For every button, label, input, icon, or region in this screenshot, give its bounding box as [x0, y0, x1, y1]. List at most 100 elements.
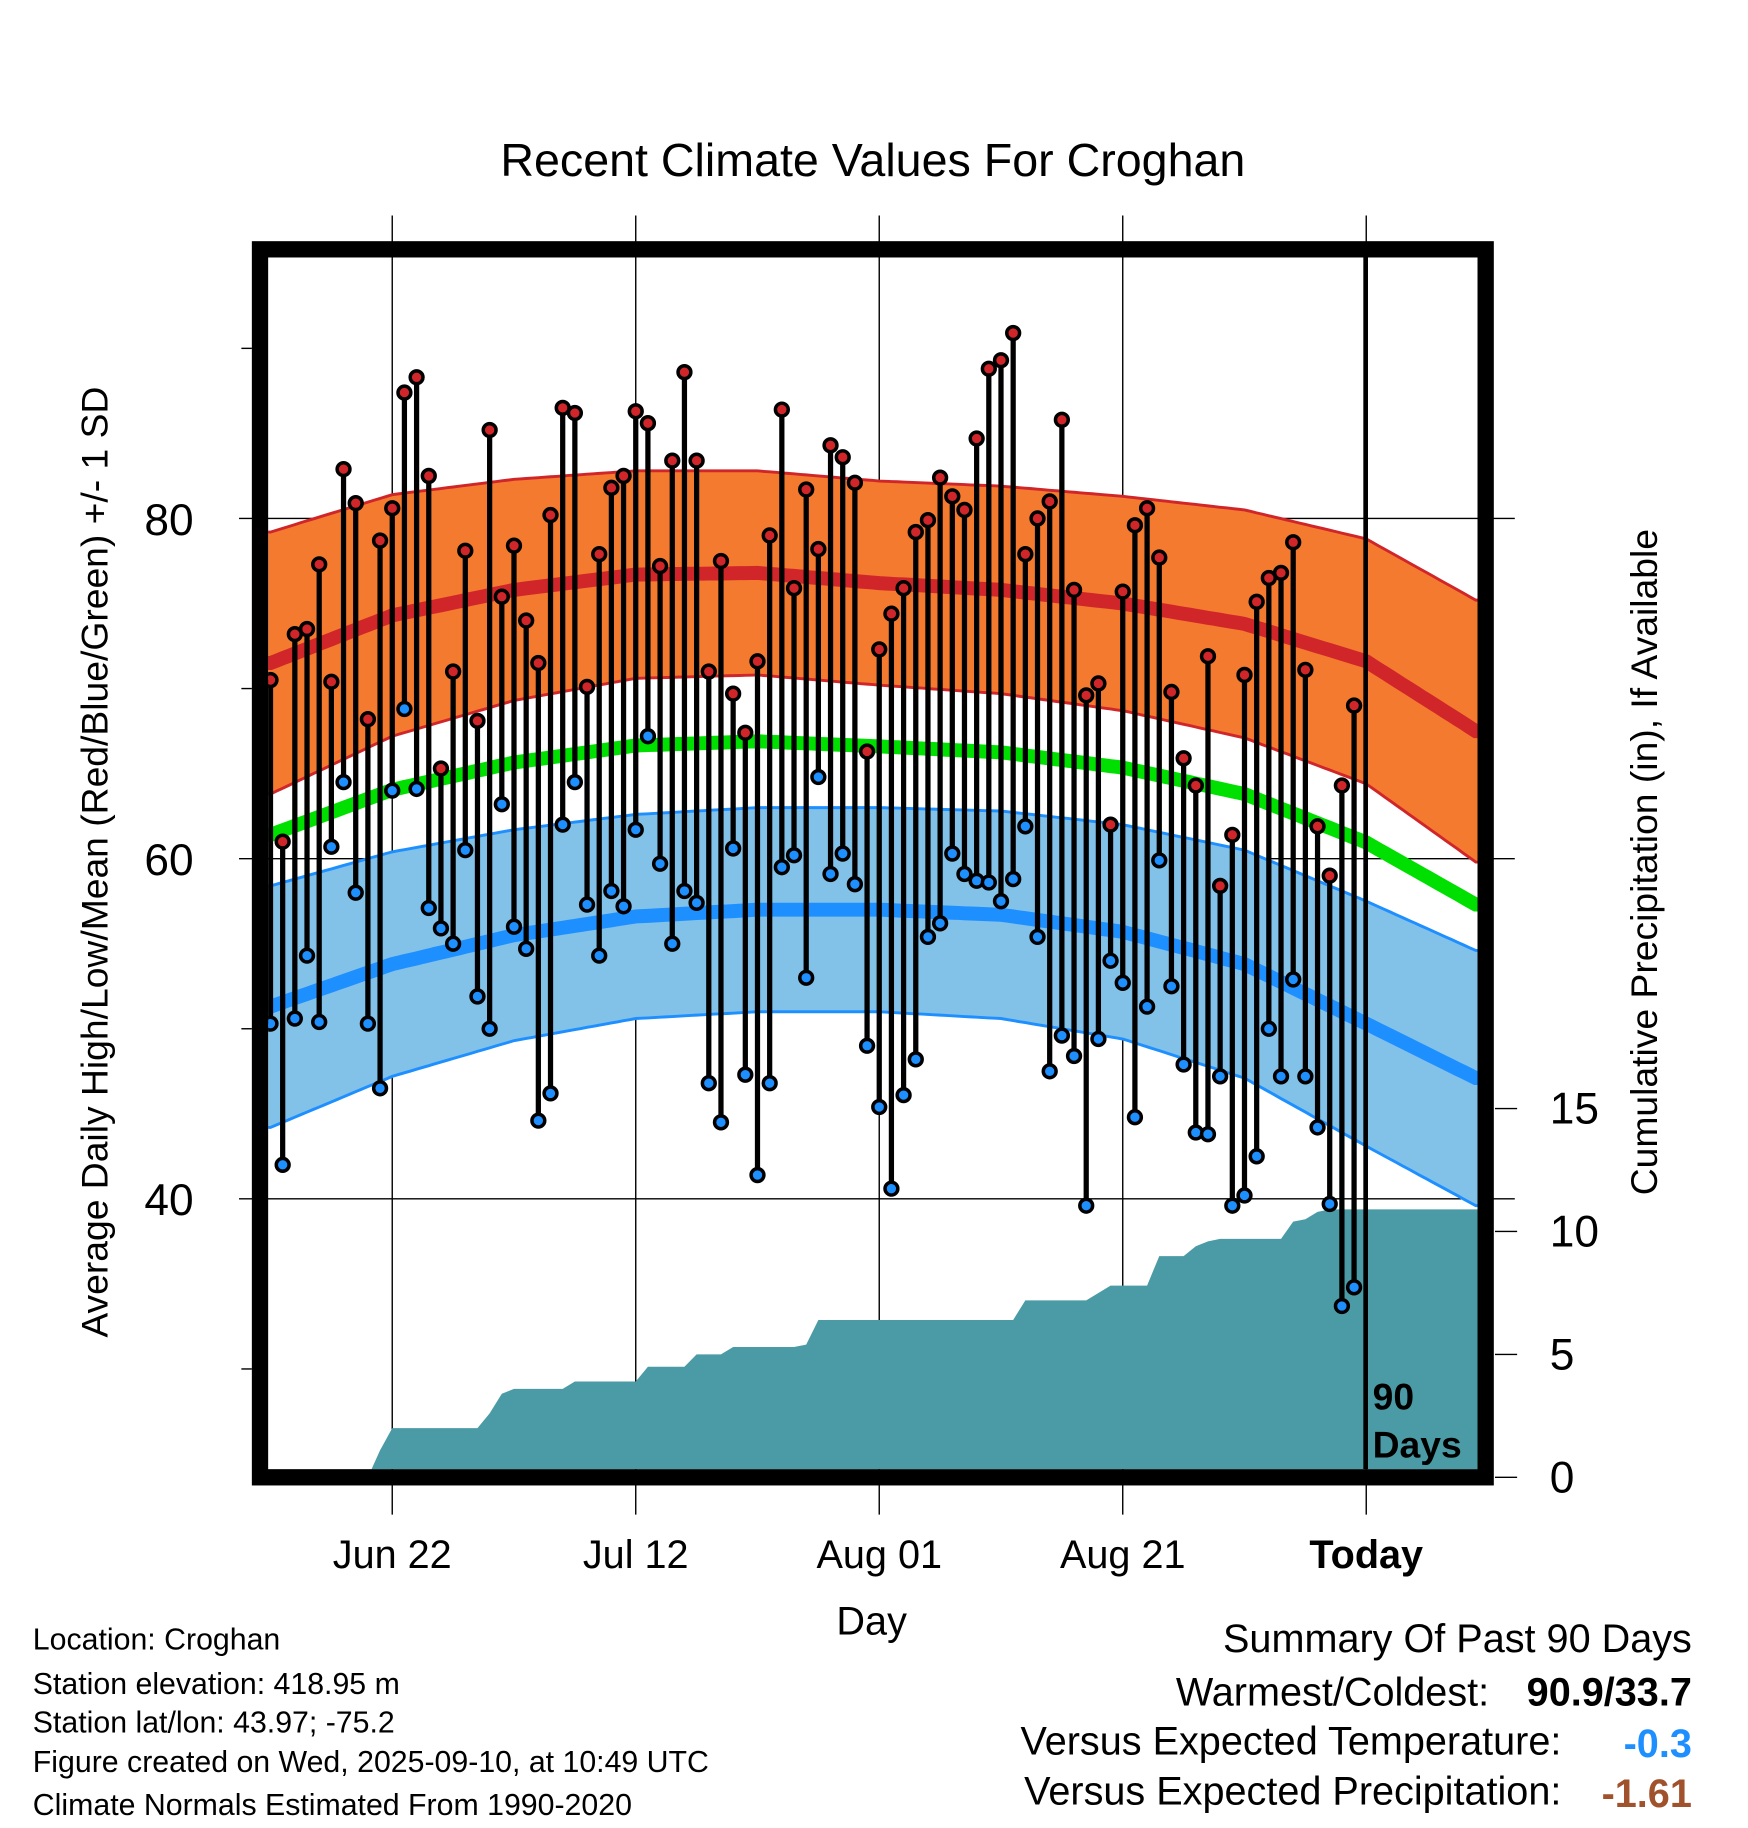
low-point	[1199, 1126, 1217, 1143]
high-point	[700, 663, 717, 680]
low-point	[481, 1020, 498, 1037]
high-point	[420, 467, 437, 485]
x-tick-labels: Jun 22 Jul 12 Aug 01 Aug 21 Today	[333, 1533, 1423, 1577]
summary-panel: Summary Of Past 90 Days Warmest/Coldest:…	[1020, 1617, 1691, 1816]
x-tick-label: Aug 01	[816, 1533, 942, 1577]
low-point	[664, 935, 681, 952]
low-point	[919, 928, 937, 946]
high-point	[810, 540, 827, 558]
low-point	[798, 969, 815, 986]
low-point	[1236, 1187, 1253, 1204]
high-point	[737, 724, 754, 741]
low-point	[688, 894, 705, 912]
high-point	[615, 467, 632, 485]
low-point	[444, 935, 462, 952]
low-point	[396, 700, 413, 718]
high-point	[1090, 675, 1107, 692]
low-point	[505, 918, 523, 935]
info-normals: Climate Normals Estimated From 1990-2020	[33, 1789, 632, 1822]
low-point	[822, 865, 839, 883]
low-point	[1248, 1148, 1265, 1165]
high-point	[1114, 583, 1131, 600]
low-point	[1321, 1195, 1338, 1213]
high-point	[1248, 593, 1265, 610]
high-point	[323, 673, 340, 690]
y2-tick-label: 5	[1550, 1331, 1575, 1380]
low-lower-edge	[268, 1010, 1478, 1208]
high-point	[1236, 666, 1253, 684]
high-point	[1041, 493, 1058, 510]
high-point	[481, 421, 498, 439]
low-point	[408, 780, 425, 798]
high-point	[298, 620, 316, 638]
summary-title: Summary Of Past 90 Days	[1223, 1617, 1692, 1661]
high-point	[980, 360, 997, 377]
high-point	[1017, 546, 1034, 563]
low-point	[724, 840, 742, 857]
high-point	[1029, 510, 1046, 527]
daily-stems	[268, 333, 1357, 1307]
low-point	[712, 1114, 730, 1131]
low-point	[298, 947, 316, 964]
high-point	[408, 369, 425, 386]
high-point	[968, 430, 985, 447]
low-point	[810, 768, 827, 786]
low-point	[1285, 971, 1302, 988]
high-point	[1175, 750, 1192, 767]
high-point	[712, 552, 730, 570]
x-tick-label: Today	[1309, 1533, 1423, 1577]
low-point	[578, 896, 596, 913]
high-point	[347, 494, 364, 512]
low-point	[956, 865, 973, 883]
high-point	[1285, 534, 1302, 551]
low-point	[1138, 998, 1156, 1015]
high-point	[858, 743, 876, 760]
low-point	[1163, 978, 1180, 995]
y-tick-label: 40	[144, 1176, 193, 1225]
high-point	[578, 678, 596, 696]
high-point	[469, 712, 486, 730]
x-tick-label: Aug 21	[1060, 1533, 1186, 1577]
low-point	[268, 1015, 279, 1032]
high-point	[761, 527, 778, 544]
high-point	[505, 537, 523, 554]
high-point	[1053, 411, 1071, 428]
low-point	[737, 1066, 754, 1083]
high-point	[444, 663, 462, 680]
low-point	[542, 1085, 559, 1102]
high-point	[1345, 697, 1363, 714]
low-point	[347, 884, 364, 901]
low-point	[554, 816, 571, 833]
low-point	[1333, 1297, 1351, 1315]
y-tick-label: 80	[144, 496, 193, 545]
low-point	[651, 855, 669, 872]
low-point	[1053, 1027, 1071, 1044]
high-point	[591, 546, 608, 563]
high-point	[639, 415, 657, 432]
high-point	[566, 404, 584, 422]
high-point	[931, 469, 949, 486]
low-point	[1272, 1068, 1290, 1085]
plot-frame	[251, 241, 1494, 1486]
low-point	[749, 1166, 766, 1184]
high-point	[603, 479, 620, 496]
low-point	[518, 940, 535, 957]
low-point	[1041, 1063, 1058, 1080]
low-point	[871, 1098, 888, 1116]
low-point	[1114, 974, 1131, 991]
y-axis-label: Average Daily High/Low/Mean (Red/Blue/Gr…	[73, 387, 115, 1338]
high-point	[907, 523, 924, 541]
temp-anomaly-value: -0.3	[1624, 1722, 1692, 1766]
precip-anomaly-value: -1.61	[1602, 1772, 1692, 1816]
low-point	[335, 773, 352, 791]
low-point	[1102, 952, 1119, 969]
plot-area	[268, 324, 1478, 1470]
y2-tick-labels: 15 10 5 0	[1550, 1085, 1599, 1503]
low-point	[1309, 1119, 1326, 1136]
low-point	[1065, 1047, 1083, 1065]
high-point	[785, 580, 803, 597]
low-point	[359, 1015, 377, 1032]
low-point	[493, 796, 510, 813]
high-point	[651, 557, 669, 575]
high-point	[688, 452, 705, 469]
